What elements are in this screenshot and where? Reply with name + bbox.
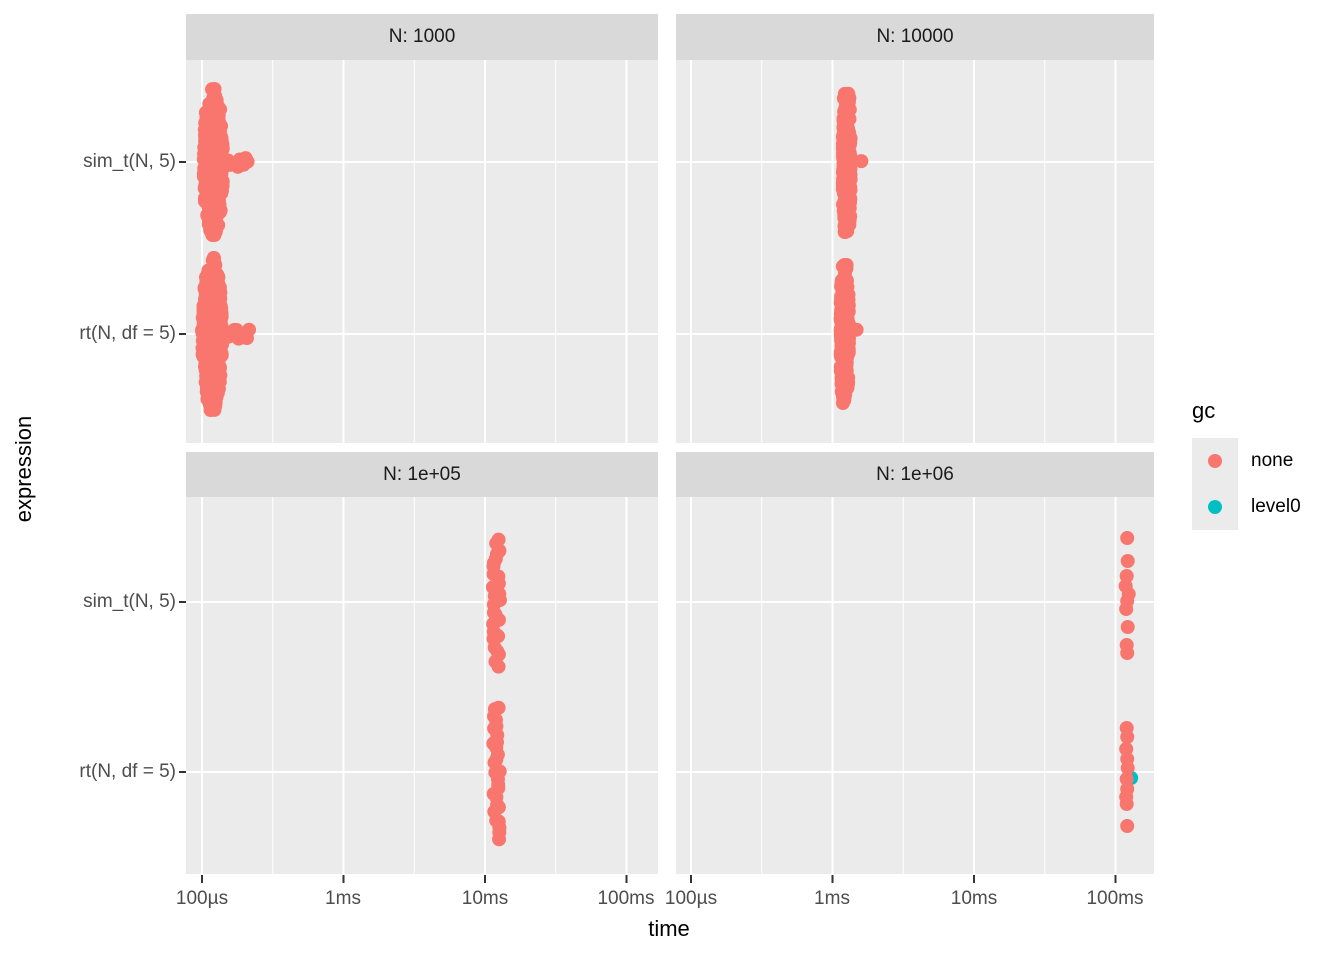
- y-axis-title: expression: [11, 415, 36, 523]
- x-tick-label-100ms-right: 100ms: [1086, 888, 1144, 909]
- legend: gc none level0: [1192, 398, 1342, 530]
- facet-strip-n-1000: N: 1000: [186, 14, 658, 60]
- y-tick-label-rt-row1: rt(N, df = 5): [79, 323, 176, 344]
- legend-label-none: none: [1251, 450, 1294, 471]
- legend-point-icon-none: [1208, 454, 1222, 468]
- legend-point-icon-level0: [1208, 500, 1222, 514]
- x-tick-label-100ms-left: 100ms: [597, 888, 655, 909]
- y-tick-label-simt-row1: sim_t(N, 5): [83, 151, 176, 172]
- x-tick-label-10ms-left: 10ms: [461, 888, 509, 909]
- legend-label-level0: level0: [1251, 496, 1301, 517]
- facet-strip-n-1e06: N: 1e+06: [676, 452, 1154, 497]
- x-tick-label-100us-right: 100µs: [664, 888, 718, 909]
- legend-key-none: [1192, 438, 1238, 484]
- x-tick-label-1ms-right: 1ms: [814, 888, 850, 909]
- legend-title: gc: [1192, 398, 1216, 423]
- x-tick-label-100us-left: 100µs: [175, 888, 229, 909]
- x-axis-title: time: [648, 916, 690, 941]
- x-tick-label-10ms-right: 10ms: [950, 888, 998, 909]
- facet-strip-n-10000: N: 10000: [676, 14, 1154, 60]
- legend-key-level0: [1192, 484, 1238, 530]
- facet-strip-n-1e05: N: 1e+05: [186, 452, 658, 497]
- legend-item-none: none: [1192, 438, 1342, 484]
- y-tick-label-rt-row2: rt(N, df = 5): [79, 761, 176, 782]
- y-tick-label-simt-row2: sim_t(N, 5): [83, 591, 176, 612]
- x-tick-label-1ms-left: 1ms: [325, 888, 361, 909]
- legend-item-level0: level0: [1192, 484, 1342, 530]
